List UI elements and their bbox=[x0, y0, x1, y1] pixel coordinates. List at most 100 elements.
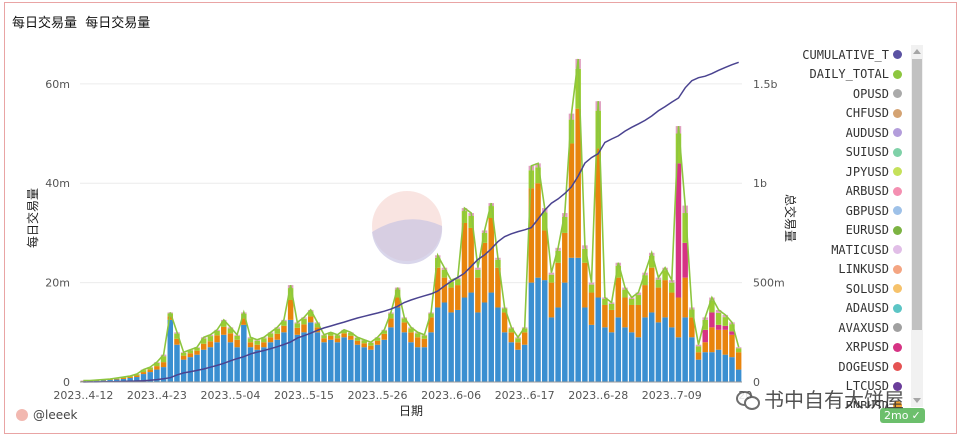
legend-item-opusd[interactable]: OPUSD bbox=[853, 84, 902, 104]
bar-btcusd bbox=[334, 338, 341, 343]
bar-ethusd bbox=[528, 282, 535, 382]
bar-ethusd bbox=[227, 342, 234, 382]
legend-swatch bbox=[893, 362, 902, 372]
author-credit[interactable]: @leeek bbox=[16, 408, 77, 422]
bar-ethusd bbox=[461, 297, 468, 382]
check-icon: ✓ bbox=[911, 409, 921, 422]
bar-btcusd bbox=[214, 335, 220, 343]
bar-ethusd bbox=[729, 357, 735, 382]
bar-btcusd bbox=[187, 353, 194, 358]
bar-ethusd bbox=[542, 280, 548, 382]
legend-item-bnbusd[interactable]: BNBUSD bbox=[846, 396, 902, 408]
bar-btcusd bbox=[729, 334, 735, 358]
bar-ethusd bbox=[374, 344, 381, 382]
bar-other bbox=[194, 347, 200, 351]
bar-other bbox=[582, 248, 588, 263]
bar-ethusd bbox=[642, 317, 648, 382]
bar-other bbox=[568, 119, 575, 144]
bar-ethusd bbox=[147, 372, 153, 382]
legend-item-chfusd[interactable]: CHFUSD bbox=[846, 104, 902, 124]
legend-item-linkusd[interactable]: LINKUSD bbox=[838, 260, 902, 280]
bar-btcusd bbox=[595, 148, 601, 298]
legend-scroll-thumb[interactable] bbox=[912, 59, 922, 330]
bar-ethusd bbox=[562, 282, 568, 382]
legend-label: LINKUSD bbox=[838, 262, 889, 277]
bar-btcusd bbox=[648, 267, 655, 313]
legend-item-avaxusd[interactable]: AVAXUSD bbox=[838, 318, 902, 338]
bar-other bbox=[348, 333, 354, 336]
bar-btcusd bbox=[575, 108, 581, 258]
legend-scrollbar[interactable] bbox=[911, 45, 923, 407]
legend-item-xrpusd[interactable]: XRPUSD bbox=[846, 338, 902, 358]
y-tick-label: 60m bbox=[45, 78, 70, 91]
legend-item-solusd[interactable]: SOLUSD bbox=[846, 279, 902, 299]
bar-btcusd bbox=[241, 318, 247, 325]
legend-item-adausd[interactable]: ADAUSD bbox=[846, 299, 902, 319]
bar-ethusd bbox=[535, 277, 541, 382]
bar-btcusd bbox=[294, 327, 301, 335]
bar-btcusd bbox=[702, 342, 708, 353]
bar-btcusd bbox=[562, 232, 568, 283]
legend-item-gbpusd[interactable]: GBPUSD bbox=[846, 201, 902, 221]
bar-btcusd bbox=[254, 344, 260, 350]
bar-btcusd bbox=[669, 292, 675, 328]
bar-ethusd bbox=[307, 322, 314, 382]
bar-other bbox=[655, 279, 662, 288]
bar-other bbox=[147, 367, 153, 370]
bar-ethusd bbox=[508, 342, 515, 382]
daily-total-line bbox=[83, 58, 740, 382]
bar-other bbox=[254, 340, 260, 345]
legend-item-audusd[interactable]: AUDUSD bbox=[846, 123, 902, 143]
legend-item-arbusd[interactable]: ARBUSD bbox=[846, 182, 902, 202]
legend-item-maticusd[interactable]: MATICUSD bbox=[831, 240, 902, 260]
bar-other bbox=[715, 312, 722, 325]
bar-ethusd bbox=[341, 337, 347, 382]
x-tick-label: 2023..7-09 bbox=[642, 389, 702, 402]
bar-other bbox=[314, 323, 321, 328]
legend-item-eurusd[interactable]: EURUSD bbox=[846, 221, 902, 241]
legend-item-cumulative_t[interactable]: CUMULATIVE_T bbox=[802, 45, 902, 65]
refresh-badge: 2mo ✓ bbox=[880, 408, 925, 423]
bar-btcusd bbox=[635, 304, 642, 338]
bar-btcusd bbox=[134, 375, 140, 378]
bar-ethusd bbox=[662, 317, 668, 382]
legend-item-daily_total[interactable]: DAILY_TOTAL bbox=[810, 65, 902, 85]
bar-other bbox=[535, 167, 541, 184]
bar-other bbox=[735, 348, 742, 353]
bar-btcusd bbox=[354, 340, 361, 345]
bar-btcusd bbox=[608, 309, 615, 333]
bar-ethusd bbox=[501, 332, 508, 382]
scroll-up-icon[interactable] bbox=[913, 49, 921, 54]
legend-item-suiusd[interactable]: SUIUSD bbox=[846, 143, 902, 163]
legend-item-ltcusd[interactable]: LTCUSD bbox=[846, 377, 902, 397]
legend-item-jpyusd[interactable]: JPYUSD bbox=[846, 162, 902, 182]
bar-btcusd bbox=[615, 277, 622, 318]
author-handle[interactable]: @leeek bbox=[33, 408, 78, 422]
bar-btcusd bbox=[287, 300, 294, 320]
legend-item-dogeusd[interactable]: DOGEUSD bbox=[838, 357, 902, 377]
bar-btcusd bbox=[160, 362, 167, 368]
bar-other bbox=[394, 289, 401, 298]
bar-btcusd bbox=[428, 317, 434, 333]
legend-swatch bbox=[893, 381, 902, 391]
bar-other bbox=[441, 269, 448, 278]
legend-label: MATICUSD bbox=[831, 242, 889, 257]
bar-btcusd bbox=[408, 332, 414, 343]
bar-ethusd bbox=[254, 349, 260, 382]
bar-ethusd bbox=[575, 257, 581, 382]
legend-label: LTCUSD bbox=[845, 379, 889, 394]
bar-ethusd bbox=[602, 327, 608, 382]
bar-btcusd bbox=[622, 297, 628, 328]
legend-swatch bbox=[893, 186, 902, 196]
bar-other bbox=[368, 342, 374, 346]
bar-btcusd bbox=[628, 304, 635, 333]
scroll-down-icon[interactable] bbox=[913, 398, 921, 403]
bar-other bbox=[307, 311, 314, 317]
bar-ethusd bbox=[615, 317, 622, 382]
bar-ethusd bbox=[120, 379, 127, 382]
x-tick-label: 2023..4-23 bbox=[127, 389, 187, 402]
bar-ethusd bbox=[635, 337, 642, 382]
bar-ethusd bbox=[515, 349, 521, 382]
bar-btcusd bbox=[588, 292, 595, 325]
bar-ethusd bbox=[267, 342, 274, 382]
